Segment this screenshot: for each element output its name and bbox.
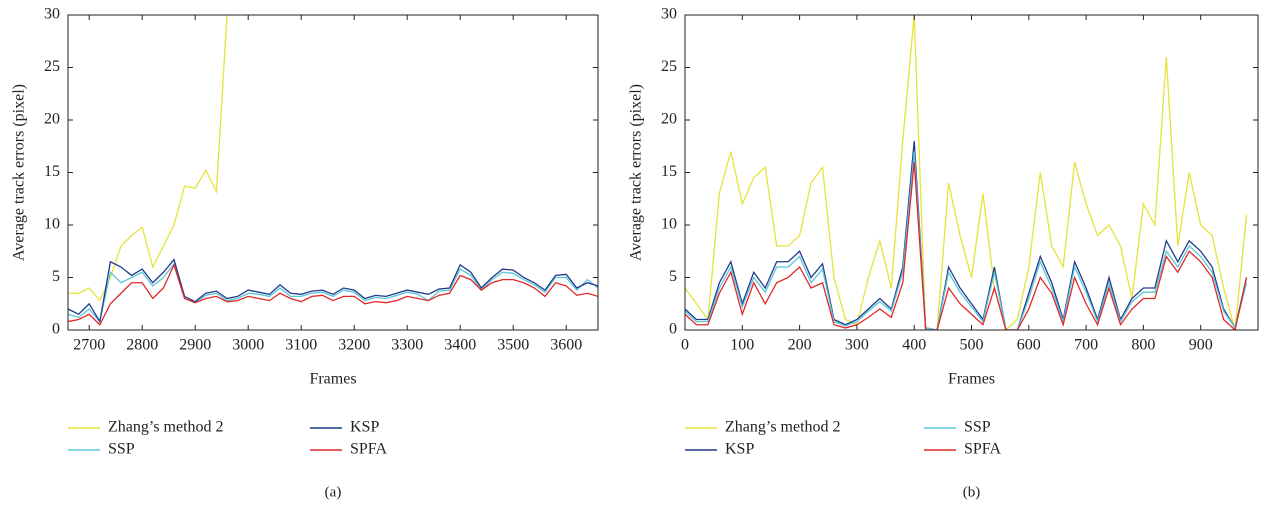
series-line	[68, 262, 598, 324]
x-tick-label: 2900	[179, 337, 211, 354]
series-line	[68, 263, 598, 326]
x-tick-label: 0	[681, 337, 689, 354]
x-tick-label: 3200	[338, 337, 370, 354]
legend-label: Zhang’s method 2	[725, 419, 841, 436]
y-tick-label: 15	[661, 163, 677, 180]
y-tick-label: 20	[661, 111, 677, 128]
legend-label: Zhang’s method 2	[108, 419, 224, 436]
y-axis-label: Average track errors (pixel)	[11, 84, 28, 261]
y-tick-label: 25	[44, 58, 60, 75]
y-tick-label: 30	[661, 6, 677, 23]
x-tick-label: 2700	[73, 337, 105, 354]
x-tick-label: 900	[1189, 337, 1213, 354]
y-tick-label: 10	[44, 216, 60, 233]
legend-label: SSP	[964, 419, 991, 436]
legend-label: SSP	[108, 441, 135, 458]
y-tick-label: 0	[669, 321, 677, 338]
legend-label: KSP	[350, 419, 379, 436]
series-line	[685, 15, 1248, 330]
x-tick-label: 3000	[232, 337, 264, 354]
legend-label: KSP	[725, 441, 754, 458]
y-tick-label: 0	[52, 321, 60, 338]
panel-label: (b)	[963, 484, 981, 500]
x-tick-label: 400	[902, 337, 926, 354]
axes-box	[67, 14, 599, 331]
x-tick-label: 100	[730, 337, 754, 354]
legend-label: SPFA	[350, 441, 388, 458]
y-tick-label: 25	[661, 58, 677, 75]
axes-box	[684, 14, 1259, 331]
x-tick-label: 3500	[497, 337, 529, 354]
x-axis-label: Frames	[309, 371, 356, 388]
series-line	[685, 161, 1248, 330]
y-tick-label: 5	[669, 268, 677, 285]
x-tick-label: 600	[1017, 337, 1041, 354]
series-line	[68, 15, 228, 302]
x-tick-label: 300	[845, 337, 869, 354]
x-tick-label: 3100	[285, 337, 317, 354]
x-axis-label: Frames	[948, 371, 995, 388]
panel-label: (a)	[325, 484, 342, 500]
x-tick-label: 700	[1074, 337, 1098, 354]
x-tick-label: 3400	[444, 337, 476, 354]
y-tick-label: 15	[44, 163, 60, 180]
x-tick-label: 3300	[391, 337, 423, 354]
series-line	[68, 258, 598, 324]
y-axis-label: Average track errors (pixel)	[628, 84, 645, 261]
series-line	[685, 151, 1248, 330]
x-tick-label: 800	[1131, 337, 1155, 354]
x-tick-label: 200	[788, 337, 812, 354]
y-tick-label: 10	[661, 216, 677, 233]
x-tick-label: 500	[960, 337, 984, 354]
y-tick-label: 5	[52, 268, 60, 285]
series-line	[685, 140, 1248, 330]
x-tick-label: 3600	[550, 337, 582, 354]
legend-label: SPFA	[964, 441, 1002, 458]
x-tick-label: 2800	[126, 337, 158, 354]
y-tick-label: 20	[44, 111, 60, 128]
y-tick-label: 30	[44, 6, 60, 23]
plot: 0 5 10 15 20 25 30 2700 2800 2900 3000 3100 3200 3300…	[11, 6, 599, 500]
